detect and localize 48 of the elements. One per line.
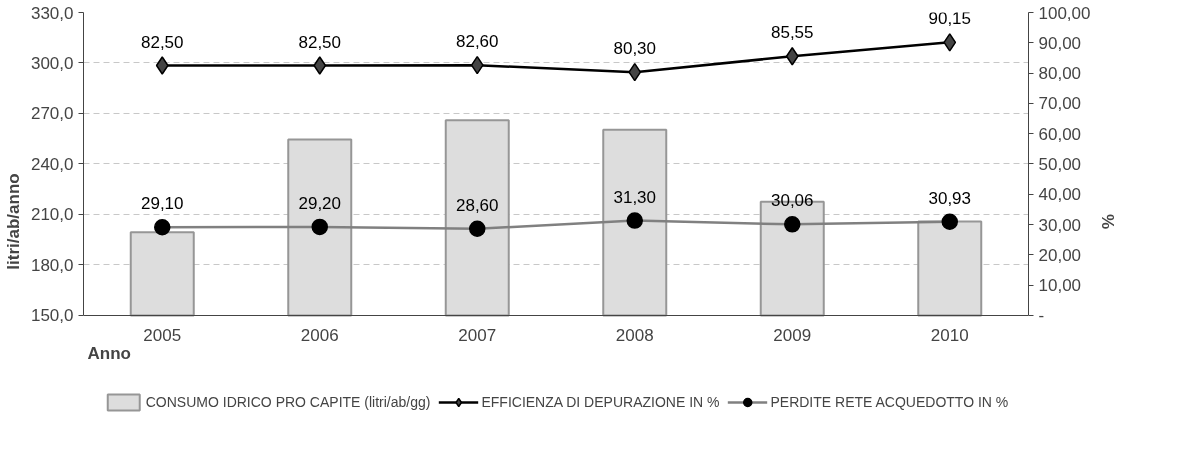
y-tick-label: 210,0 [30,205,74,225]
point [628,62,642,82]
x-tick-label: 2005 [143,326,182,346]
x-tick-label: 2007 [458,326,497,346]
data-label: 29,20 [298,193,342,213]
y2-axis-title: % [1098,213,1118,230]
data-label: 82,60 [455,32,499,52]
point [155,56,169,75]
y2-tick-label: - [1038,306,1045,326]
x-axis-title: Anno [87,344,131,364]
y2-tick-label: 10,00 [1038,276,1082,296]
y2-tick-label: 30,00 [1038,215,1082,235]
y2-tick-label: 100,00 [1038,3,1091,23]
point [943,33,957,52]
data-label: 82,50 [140,32,184,52]
y2-tick-label: 50,00 [1038,154,1082,174]
y2-tick-label: 40,00 [1038,185,1082,205]
y-tick-label: 330,0 [30,3,74,23]
x-tick-label: 2009 [773,326,812,346]
y2-tick-label: 60,00 [1038,124,1082,144]
x-tick-label: 2006 [300,326,339,346]
y-tick-label: 270,0 [30,104,74,124]
y-tick-label: 240,0 [30,154,74,174]
data-label: 30,06 [770,191,814,211]
data-label: 29,10 [140,194,184,214]
x-tick-label: 2010 [930,326,969,346]
data-label: 31,30 [613,187,657,207]
legend-label: PERDITE RETE ACQUEDOTTO IN % [770,394,1009,410]
y-tick-label: 300,0 [30,53,74,73]
point [785,47,799,66]
y2-tick-label: 90,00 [1038,33,1082,53]
data-label: 82,50 [298,32,342,52]
point [470,55,484,75]
y-tick-label: 150,0 [30,306,74,326]
y-tick-label: 180,0 [30,255,74,275]
y-axis-title: litri/ab/anno [3,173,23,270]
data-label: 80,30 [613,39,657,59]
data-label: 90,15 [928,9,972,29]
y2-tick-label: 70,00 [1038,94,1082,114]
data-label: 85,55 [770,23,814,43]
legend-label: EFFICIENZA DI DEPURAZIONE IN % [481,394,720,410]
legend-label: CONSUMO IDRICO PRO CAPITE (litri/ab/gg) [145,394,431,410]
data-label: 30,93 [928,188,972,208]
point [313,56,327,75]
data-label: 28,60 [455,195,499,215]
y2-tick-label: 20,00 [1038,245,1082,265]
y2-tick-label: 80,00 [1038,64,1082,84]
x-tick-label: 2008 [615,326,654,346]
